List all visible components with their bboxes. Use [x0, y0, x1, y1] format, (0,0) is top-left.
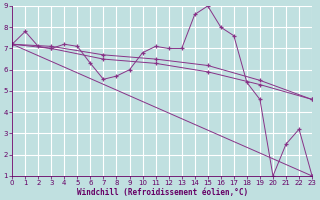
X-axis label: Windchill (Refroidissement éolien,°C): Windchill (Refroidissement éolien,°C): [76, 188, 248, 197]
